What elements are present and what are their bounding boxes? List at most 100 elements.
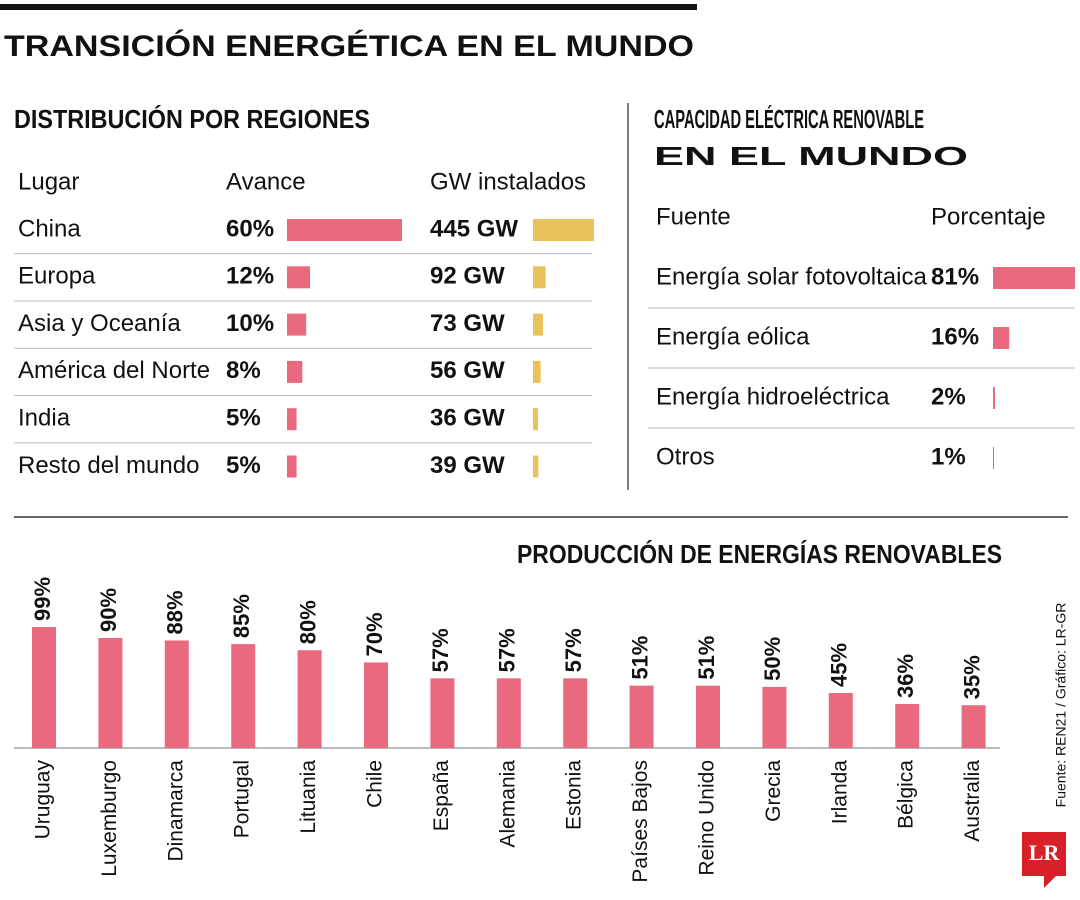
row-label: Energía hidroeléctrica <box>656 383 890 410</box>
bar <box>828 693 853 748</box>
source: Fuente: REN21 / Gráfico: LR-GR <box>1053 603 1069 808</box>
value-label: 90% <box>96 588 121 632</box>
value-label: 10% <box>226 310 274 337</box>
value-label: 88% <box>163 590 188 634</box>
value-label: 85% <box>229 594 254 638</box>
value-label: 50% <box>760 637 785 681</box>
bar <box>98 638 123 748</box>
bar <box>496 678 521 748</box>
bar <box>993 267 1075 289</box>
row-label: Energía eólica <box>656 323 810 350</box>
bar <box>533 360 541 383</box>
value-label: 45% <box>827 643 852 687</box>
column-header: GW instalados <box>430 168 586 195</box>
x-tick-label: Luxemburgo <box>98 760 121 877</box>
bar <box>32 627 56 748</box>
bar <box>430 678 455 748</box>
bar <box>533 313 544 336</box>
x-tick-label: Australia <box>961 760 984 842</box>
value-label: 99% <box>30 577 55 621</box>
value-label: 35% <box>959 655 984 699</box>
x-tick-label: Estonia <box>563 760 586 830</box>
x-tick-label: Países Bajos <box>629 760 652 883</box>
bar <box>231 644 256 748</box>
row-label: Otros <box>656 443 715 470</box>
value-label: 73 GW <box>430 310 505 337</box>
bar <box>993 447 995 469</box>
value-label: 57% <box>428 628 453 672</box>
value-label: 51% <box>627 636 652 680</box>
row-label: India <box>18 405 71 432</box>
value-label: 5% <box>226 405 261 432</box>
bar <box>696 685 720 748</box>
column-header: Porcentaje <box>931 203 1046 230</box>
chart-title: DISTRIBUCIÓN POR REGIONES <box>14 104 370 134</box>
bar <box>563 678 588 748</box>
bar <box>287 219 402 241</box>
value-label: 8% <box>226 357 261 384</box>
bar <box>762 686 787 748</box>
bar <box>287 455 297 478</box>
row-label: América del Norte <box>18 357 210 384</box>
value-label: 5% <box>226 452 261 479</box>
value-label: 57% <box>495 628 520 672</box>
x-tick-label: Lituania <box>297 760 320 834</box>
x-tick-label: Grecia <box>762 760 785 822</box>
value-label: 36% <box>893 654 918 698</box>
bar <box>287 313 307 336</box>
chart-title: CAPACIDAD ELÉCTRICA RENOVABLE EN EL MUNDO <box>654 104 968 171</box>
value-label: 445 GW <box>430 215 518 242</box>
bar <box>533 266 546 289</box>
column-header: Lugar <box>18 168 79 195</box>
column-header: Fuente <box>656 203 731 230</box>
x-tick-label: Dinamarca <box>164 760 187 862</box>
bar <box>629 685 654 748</box>
value-label: 56 GW <box>430 357 505 384</box>
x-tick-label: Portugal <box>231 760 254 838</box>
top-rule <box>0 4 697 10</box>
row-label: Energía solar fotovoltaica <box>656 263 927 290</box>
bar <box>287 266 310 289</box>
main-title: TRANSICIÓN ENERGÉTICA EN EL MUNDO <box>4 29 694 63</box>
bar <box>287 360 303 383</box>
x-tick-label: Reino Unido <box>696 760 719 876</box>
bar <box>533 219 594 241</box>
bar <box>287 408 297 431</box>
row-label: Europa <box>18 263 96 290</box>
x-tick-label: Irlanda <box>828 760 851 825</box>
value-label: 57% <box>561 628 586 672</box>
value-label: 80% <box>295 600 320 644</box>
row-label: China <box>18 215 81 242</box>
value-label: 2% <box>931 383 966 410</box>
value-label: 92 GW <box>430 263 505 290</box>
logo-box <box>1022 832 1066 876</box>
bar <box>164 640 189 748</box>
x-tick-label: Chile <box>364 760 387 808</box>
bar <box>297 650 322 748</box>
bar <box>364 662 388 748</box>
x-tick-label: España <box>430 760 453 832</box>
bar <box>533 455 539 478</box>
column-header: Avance <box>226 168 306 195</box>
value-label: 16% <box>931 323 979 350</box>
bar <box>993 327 1010 349</box>
x-tick-label: Alemania <box>496 760 519 848</box>
chart-title: PRODUCCIÓN DE ENERGÍAS RENOVABLES <box>517 539 1002 569</box>
value-label: 60% <box>226 215 274 242</box>
row-label: Resto del mundo <box>18 452 199 479</box>
value-label: 39 GW <box>430 452 505 479</box>
value-label: 70% <box>362 612 387 656</box>
x-tick-label: Bélgica <box>895 760 918 829</box>
logo: LR <box>1029 840 1061 865</box>
x-tick-label: Uruguay <box>32 760 55 840</box>
logo-tail <box>1044 876 1056 888</box>
value-label: 36 GW <box>430 405 505 432</box>
value-label: 81% <box>931 263 979 290</box>
value-label: 51% <box>694 636 719 680</box>
bar <box>533 408 538 431</box>
row-label: Asia y Oceanía <box>18 310 181 337</box>
bar <box>961 705 986 748</box>
value-label: 1% <box>931 443 966 470</box>
value-label: 12% <box>226 263 274 290</box>
